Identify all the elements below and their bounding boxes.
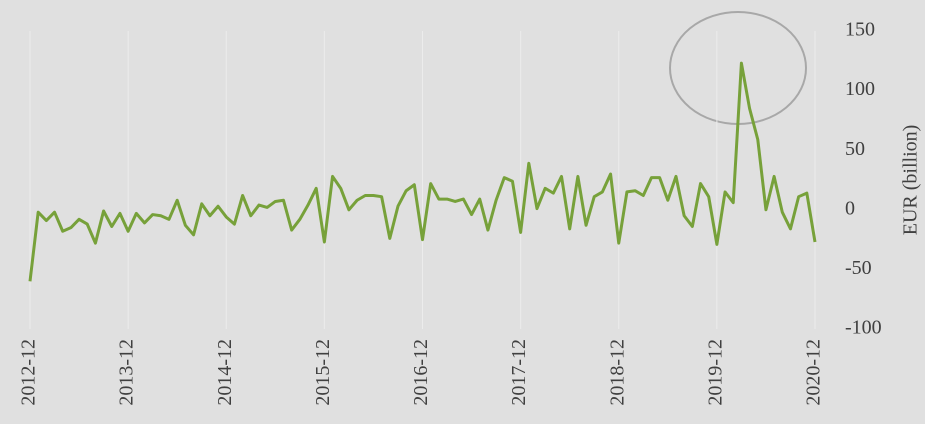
y-axis-label: EUR (billion) [900,125,922,236]
y-tick-label: 50 [845,138,865,160]
x-tick-label: 2013-12 [116,339,138,406]
x-tick-label: 2015-12 [312,339,334,406]
data-line [28,61,817,282]
y-tick-label: 100 [845,78,875,100]
y-tick-label: -50 [845,257,872,279]
x-tick-label: 2017-12 [508,339,530,406]
x-tick-label: 2019-12 [704,339,726,406]
y-tick-label: 150 [845,19,875,41]
x-tick-label: 2012-12 [18,339,40,406]
x-tick-label: 2014-12 [214,339,236,406]
x-tick-label: 2016-12 [410,339,432,406]
y-tick-label: 0 [845,197,855,219]
x-tick-label: 2020-12 [803,339,825,406]
x-tick-label: 2018-12 [606,339,628,406]
y-tick-label: -100 [845,317,882,339]
